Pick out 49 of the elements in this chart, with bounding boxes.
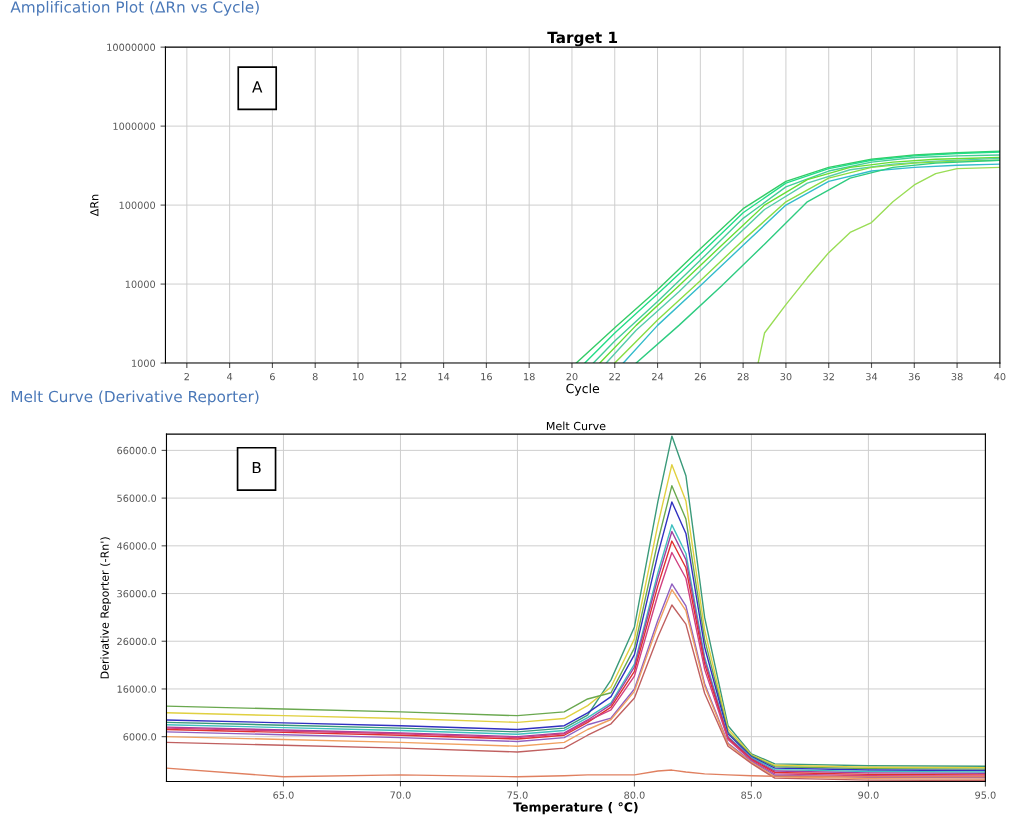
annotation: B [252,461,261,474]
chart-subtitle: Melt Curve [546,421,606,431]
x-tick-label: 28 [737,372,749,381]
x-tick-label: 32 [823,372,834,381]
x-tick-label: 80.0 [624,791,645,799]
x-tick-label: 90.0 [858,791,879,799]
x-tick-label: 24 [652,372,664,381]
x-tick-label: 75.0 [507,791,528,799]
y-tick-label: 56000.0 [117,494,157,502]
y-tick-label: 46000.0 [117,542,157,550]
y-tick-label: 1000 [132,359,156,367]
y-tick-label: 10000 [125,280,156,288]
x-tick-label: 4 [227,373,233,381]
x-tick-label: 2 [184,372,189,381]
x-tick-label: 14 [438,373,450,381]
x-tick-label: 20 [566,372,578,381]
x-tick-label: 26 [694,372,706,381]
x-tick-label: 10 [352,372,364,381]
x-tick-label: 65.0 [273,791,294,799]
x-tick-label: 6 [270,372,275,381]
x-axis-title: Cycle [566,383,600,396]
chart-title: Melt Curve (Derivative Reporter) [11,390,259,406]
x-tick-label: 40 [994,372,1006,381]
annotation: A [252,81,263,93]
x-tick-label: 18 [524,372,535,381]
y-tick-label: 66000.0 [117,446,157,455]
x-tick-label: 95.0 [975,791,996,799]
x-tick-label: 85.0 [741,791,762,799]
y-axis-title: ΔRn [90,194,99,217]
chart-title: Amplification Plot (ΔRn vs Cycle) [10,0,259,16]
y-tick-label: 100000 [119,201,156,209]
y-tick-label: 10000000 [107,43,156,51]
x-axis-title: Temperature ( °C) [513,802,638,815]
x-tick-label: 38 [951,372,963,381]
x-tick-label: 36 [908,372,920,381]
y-tick-label: 16000.0 [117,685,157,693]
x-tick-label: 70.0 [390,791,411,799]
y-tick-label: 6000.0 [123,733,157,741]
x-tick-label: 34 [866,372,878,381]
x-tick-label: 22 [609,372,620,381]
x-tick-label: 16 [481,372,492,381]
chart-subtitle: Target 1 [547,31,618,47]
y-tick-label: 26000.0 [117,637,157,646]
x-tick-label: 8 [312,372,318,381]
x-tick-label: 30 [780,372,792,381]
y-axis-title: Derivative Reporter (-Rn') [100,537,111,679]
y-tick-label: 1000000 [113,122,156,130]
y-tick-label: 36000.0 [117,590,157,598]
x-tick-label: 12 [395,372,407,381]
